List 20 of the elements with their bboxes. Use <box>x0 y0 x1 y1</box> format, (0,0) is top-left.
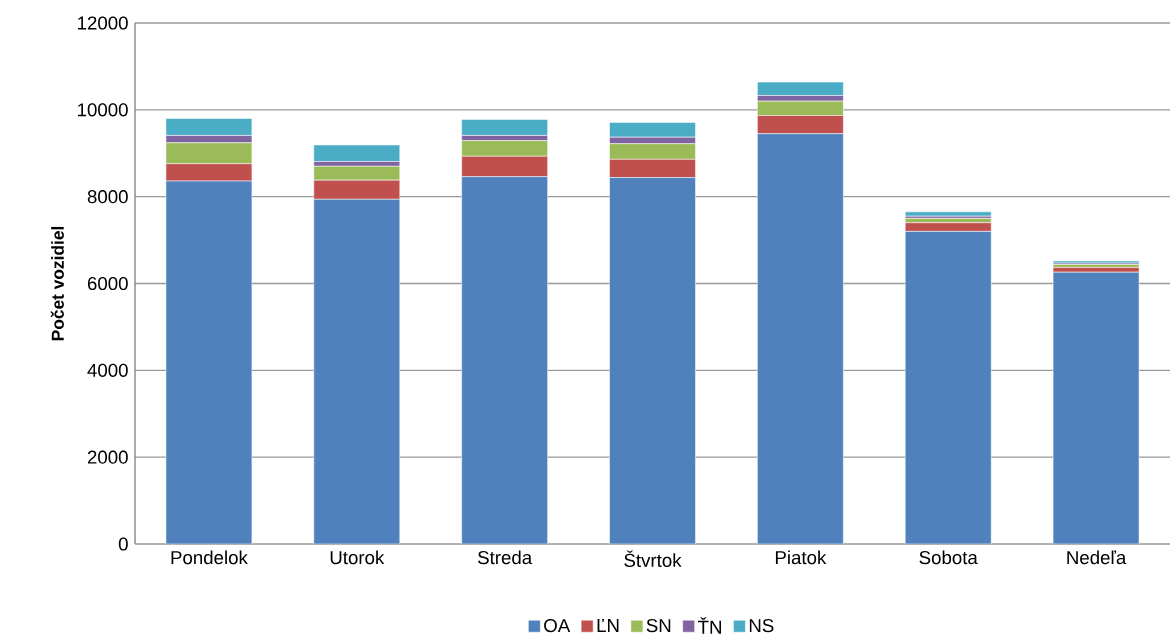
x-tick-label: Nedeľa <box>1067 550 1127 565</box>
y-tick-label: 12000 <box>78 16 128 30</box>
legend-label: ŤN <box>698 617 721 634</box>
y-tick-label: 0 <box>118 537 128 551</box>
x-tick-label: Štvrtok <box>624 550 682 567</box>
y-tick-label: 6000 <box>87 276 128 291</box>
x-tick-label: Sobota <box>919 550 978 565</box>
legend-label: ĽN <box>597 619 619 632</box>
x-tick-label: Pondelok <box>171 550 248 565</box>
y-axis-title: Počet vozidiel <box>50 226 64 341</box>
x-tick-label: Utorok <box>330 550 385 565</box>
x-tick-label: Piatok <box>775 550 827 565</box>
y-tick-label: 8000 <box>87 190 128 204</box>
legend-label: OA <box>544 618 571 633</box>
legend-label: NS <box>749 618 774 633</box>
y-tick-label: 10000 <box>78 103 128 117</box>
legend-label: SN <box>646 618 671 633</box>
y-tick-label: 4000 <box>87 363 128 377</box>
x-tick-label: Streda <box>478 550 533 565</box>
y-tick-label: 2000 <box>87 450 128 464</box>
